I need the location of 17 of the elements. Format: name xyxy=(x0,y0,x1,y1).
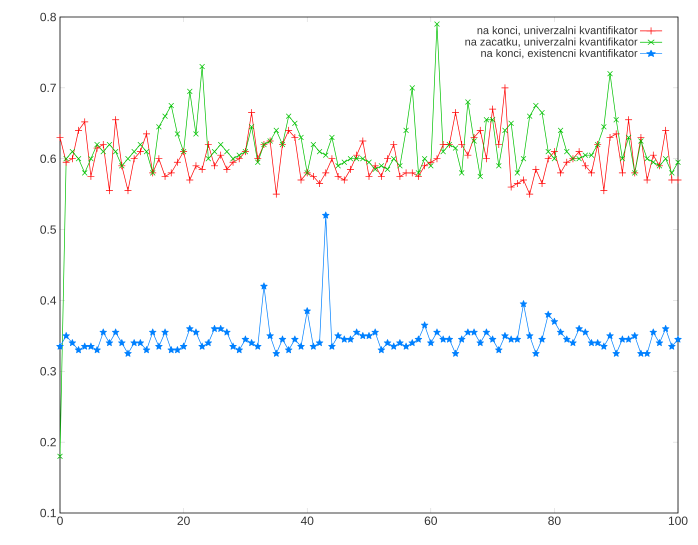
legend-label: na konci, univerzalni kvantifikator xyxy=(478,26,638,36)
legend-label: na konci, existencni kvantifikator xyxy=(481,48,638,58)
y-tick-label: 0.7 xyxy=(40,84,56,92)
x-tick-label: 20 xyxy=(178,516,190,525)
y-tick-label: 0.6 xyxy=(40,154,56,163)
y-tick-label: 0.2 xyxy=(40,438,56,446)
y-tick-label: 0.3 xyxy=(40,367,56,376)
x-tick-label: 80 xyxy=(548,516,561,525)
y-tick-label: 0.1 xyxy=(40,508,56,518)
x-tick-label: 60 xyxy=(424,516,437,525)
x-tick-label: 0 xyxy=(57,516,63,525)
y-tick-label: 0.4 xyxy=(40,296,56,305)
y-tick-label: 0.8 xyxy=(40,12,56,22)
legend-label: na zacatku, univerzalni kvantifikator xyxy=(465,38,638,47)
x-tick-label: 100 xyxy=(668,516,688,525)
y-tick-label: 0.5 xyxy=(40,225,56,234)
x-tick-label: 40 xyxy=(300,516,314,525)
